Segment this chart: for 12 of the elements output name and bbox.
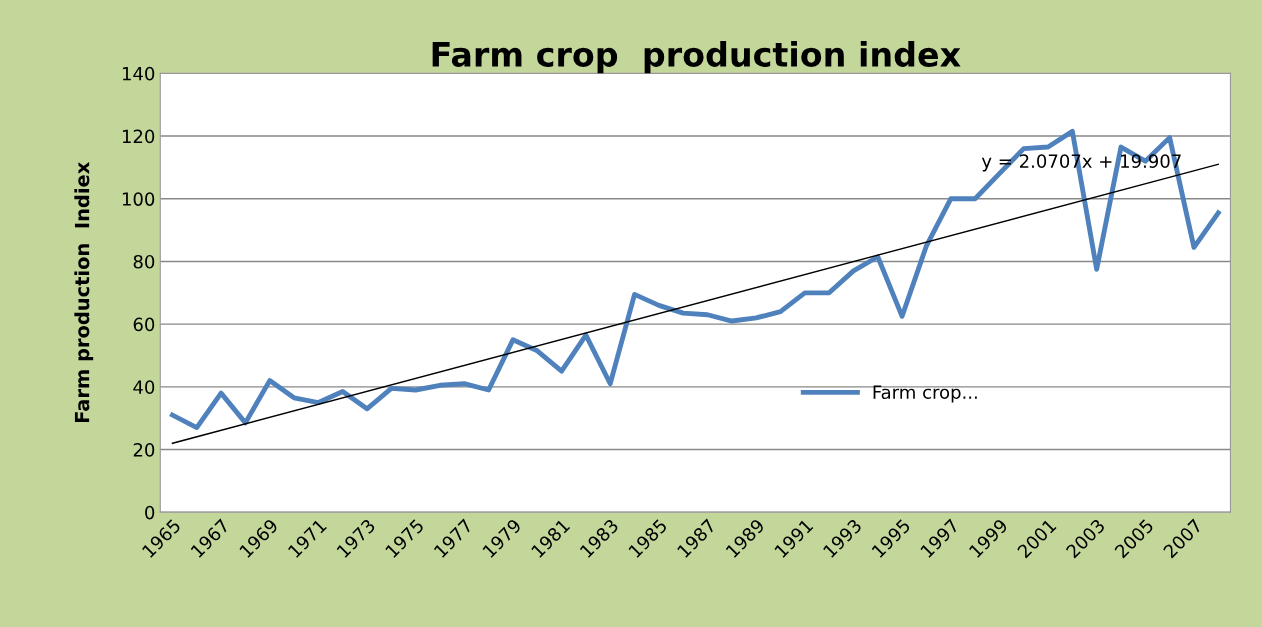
y-axis-title: Farm production Indiex [74,162,94,423]
y-tick-label: 0 [145,505,155,520]
y-tick-label: 120 [122,129,155,144]
y-tick-label: 140 [122,66,155,81]
legend-label: Farm crop... [873,385,977,403]
y-tick-label: 100 [122,192,155,206]
y-tick-label: 20 [133,443,155,457]
y-tick-label: 40 [133,380,155,394]
chart-title: Farm crop production index [432,41,961,74]
y-tick-label: 60 [133,317,155,332]
line-series [170,128,1221,431]
y-tick-label: 80 [133,254,155,269]
